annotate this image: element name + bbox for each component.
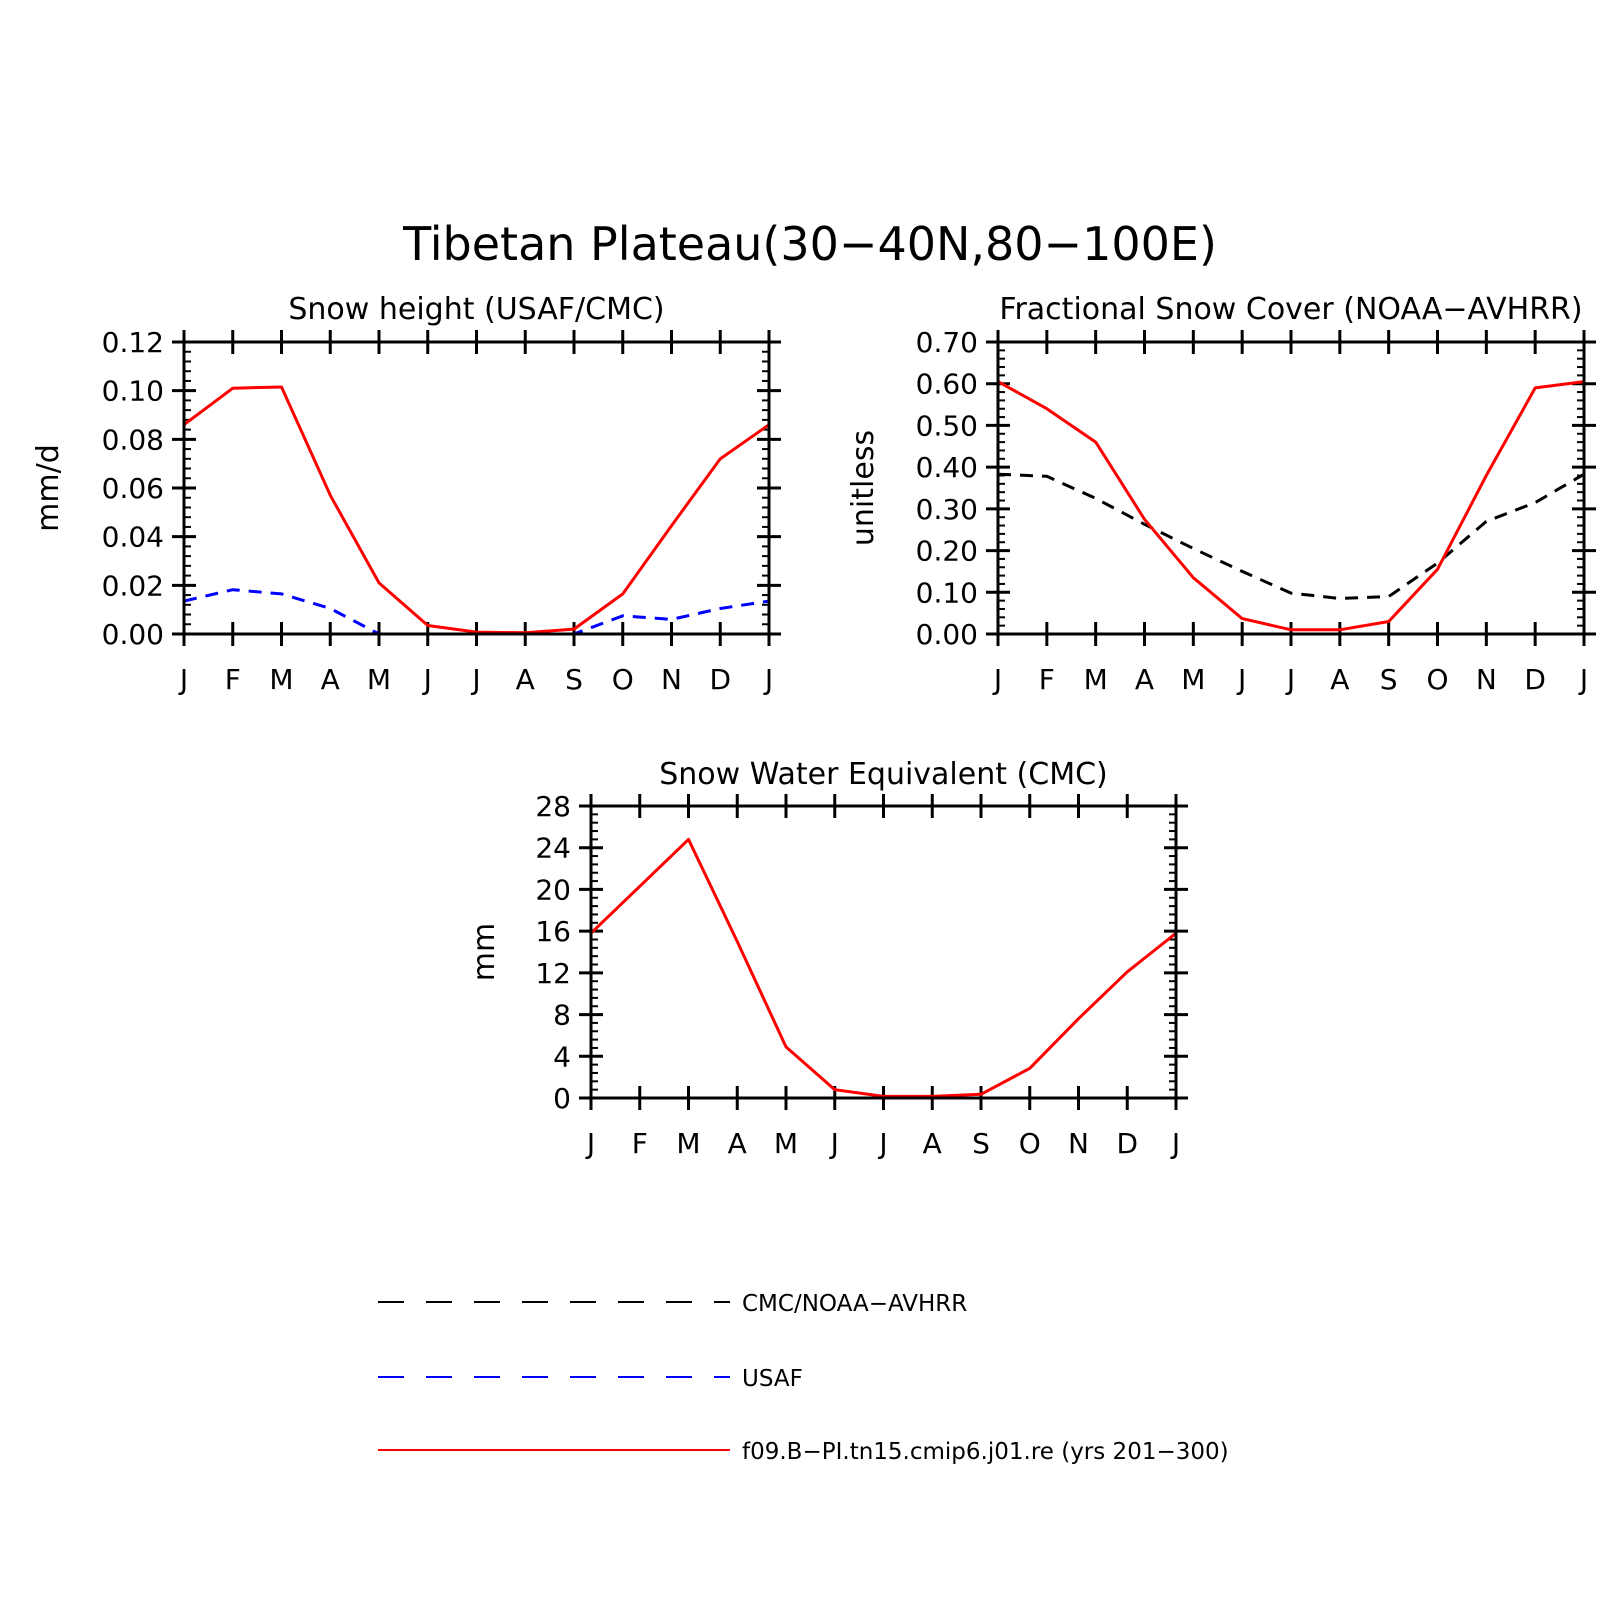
x-tick-label: M <box>1084 663 1108 696</box>
x-tick-label: N <box>1476 663 1497 696</box>
x-tick-label: M <box>367 663 391 696</box>
panel-title-snow-height: Snow height (USAF/CMC) <box>288 292 664 327</box>
x-tick-label: J <box>422 663 432 696</box>
y-axis-label-fractional-snow-cover: unitless <box>846 430 881 546</box>
x-tick-label: D <box>709 663 731 696</box>
y-tick-label: 0.04 <box>102 521 164 554</box>
y-tick-label: 0.08 <box>102 423 164 456</box>
legend: CMC/NOAA−AVHRR USAF f09.B−PI.tn15.cmip6.… <box>378 1291 1229 1465</box>
x-tick-label: J <box>1578 663 1588 696</box>
legend-label-cmc: CMC/NOAA−AVHRR <box>742 1291 967 1317</box>
series-line-f <box>997 380 1585 632</box>
x-tick-label: A <box>923 1127 942 1160</box>
plot-frame-fractional-snow-cover <box>996 340 1586 636</box>
series-line-f <box>183 385 770 635</box>
panel-snow-height: Snow height (USAF/CMC) mm/d 0.00 0.02 0.04 0.… <box>31 292 781 696</box>
y-tick-label: 24 <box>535 832 571 865</box>
x-tick-label: S <box>972 1127 990 1160</box>
x-tick-label: D <box>1116 1127 1138 1160</box>
plot-frame-snow-height <box>182 340 771 636</box>
panel-snow-water-equivalent: Snow Water Equivalent (CMC) mm 0 4 8 12 16 20 24… <box>467 757 1188 1160</box>
series-line-usaf <box>183 588 770 636</box>
y-tick-label: 0 <box>553 1082 571 1115</box>
legend-label-model: f09.B−PI.tn15.cmip6.j01.re (yrs 201−300) <box>742 1439 1229 1465</box>
x-tick-label: M <box>269 663 293 696</box>
x-tick-label: J <box>470 663 480 696</box>
legend-item-cmc: CMC/NOAA−AVHRR <box>378 1291 967 1317</box>
x-tick-label: J <box>992 663 1002 696</box>
figure-title: Tibetan Plateau(30−40N,80−100E) <box>402 217 1217 271</box>
x-tick-label: N <box>1068 1127 1089 1160</box>
x-tick-label: A <box>1330 663 1349 696</box>
legend-item-model: f09.B−PI.tn15.cmip6.j01.re (yrs 201−300) <box>378 1439 1229 1465</box>
plot-frame-snow-water-equivalent <box>589 804 1178 1100</box>
x-tick-label: M <box>1181 663 1205 696</box>
y-tick-label: 0.06 <box>102 472 164 505</box>
y-tick-label: 4 <box>553 1040 571 1073</box>
x-tick-label: M <box>676 1127 700 1160</box>
y-axis-label-snow-height: mm/d <box>31 444 66 532</box>
x-tick-label: J <box>1285 663 1295 696</box>
y-tick-label: 8 <box>553 999 571 1032</box>
x-tick-label: O <box>612 663 634 696</box>
legend-item-usaf: USAF <box>378 1366 803 1392</box>
x-tick-label: F <box>225 663 241 696</box>
y-tick-label: 0.30 <box>916 493 978 526</box>
x-tick-label: N <box>661 663 682 696</box>
y-tick-label: 12 <box>535 957 571 990</box>
y-tick-label: 20 <box>535 873 571 906</box>
y-tick-label: 0.00 <box>102 618 164 651</box>
x-tick-label: M <box>774 1127 798 1160</box>
x-tick-label: J <box>829 1127 839 1160</box>
x-tick-label: J <box>178 663 188 696</box>
y-tick-label: 0.60 <box>916 368 978 401</box>
x-tick-label: D <box>1524 663 1546 696</box>
x-tick-label: F <box>632 1127 648 1160</box>
y-tick-label: 0.10 <box>916 576 978 609</box>
y-tick-label: 0.02 <box>102 569 164 602</box>
y-tick-label: 0.10 <box>102 375 164 408</box>
panel-title-snow-water-equivalent: Snow Water Equivalent (CMC) <box>659 757 1107 792</box>
y-tick-label: 0.50 <box>916 409 978 442</box>
x-tick-label: J <box>877 1127 887 1160</box>
x-tick-label: O <box>1019 1127 1041 1160</box>
x-tick-label: J <box>585 1127 595 1160</box>
x-tick-label: S <box>1380 663 1398 696</box>
y-axis-label-snow-water-equivalent: mm <box>467 923 502 981</box>
panel-title-fractional-snow-cover: Fractional Snow Cover (NOAA−AVHRR) <box>999 292 1582 327</box>
y-tick-label: 0.40 <box>916 451 978 484</box>
legend-label-usaf: USAF <box>742 1366 803 1392</box>
x-tick-label: O <box>1426 663 1448 696</box>
x-tick-label: F <box>1039 663 1055 696</box>
y-tick-label: 28 <box>535 790 571 823</box>
x-tick-label: A <box>1135 663 1154 696</box>
x-tick-label: A <box>516 663 535 696</box>
x-tick-label: S <box>565 663 583 696</box>
x-tick-label: J <box>1170 1127 1180 1160</box>
y-tick-label: 16 <box>535 915 571 948</box>
y-tick-label: 0.70 <box>916 326 978 359</box>
x-tick-label: A <box>728 1127 747 1160</box>
y-tick-label: 0.00 <box>916 618 978 651</box>
x-tick-label: A <box>321 663 340 696</box>
x-tick-label: J <box>1236 663 1246 696</box>
y-tick-label: 0.12 <box>102 326 164 359</box>
series-line-cmc <box>997 472 1585 600</box>
series-line-f <box>589 837 1177 1098</box>
y-tick-label: 0.20 <box>916 535 978 568</box>
x-tick-label: J <box>763 663 773 696</box>
panel-fractional-snow-cover: Fractional Snow Cover (NOAA−AVHRR) unitle… <box>846 292 1596 696</box>
